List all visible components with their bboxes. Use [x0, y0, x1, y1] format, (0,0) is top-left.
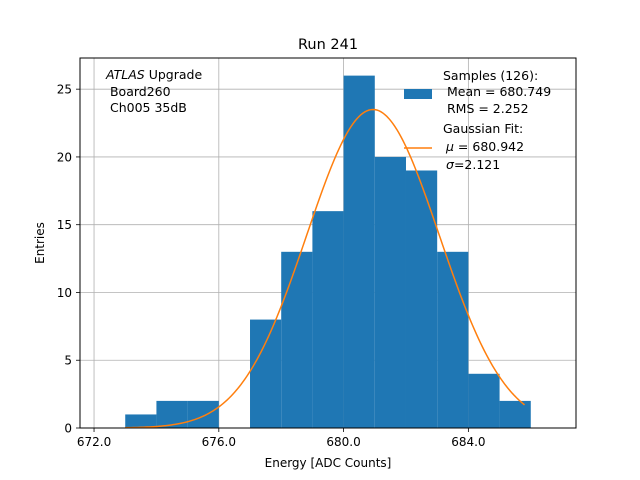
x-tick-label-3: 684.0 [451, 435, 485, 449]
histogram-bar-12 [499, 400, 531, 428]
y-axis-label: Entries [33, 222, 47, 264]
histogram-bar-4 [250, 319, 282, 428]
histogram-bar-2 [187, 400, 219, 428]
annotation-board: Board260 [106, 84, 171, 99]
y-tick-label-2: 10 [57, 286, 72, 300]
gaussian-fit-curve [125, 108, 526, 429]
legend-samples-rms: RMS = 2.252 [443, 101, 529, 116]
histogram-bar-8 [374, 156, 406, 428]
histogram-bar-5 [281, 251, 313, 428]
y-tick-label-3: 15 [57, 218, 72, 232]
legend-fit-mu-value: = 680.942 [454, 139, 524, 154]
x-axis-ticks: 672.0 676.0 680.0 684.0 [77, 428, 486, 449]
histogram-bar-6 [312, 211, 344, 428]
histogram-bar-0 [125, 414, 157, 428]
x-tick-label-1: 676.0 [202, 435, 236, 449]
legend-fit-mu-symbol: μ [445, 139, 454, 154]
x-axis-label: Energy [ADC Counts] [265, 456, 392, 470]
legend-bar-swatch [404, 89, 432, 99]
y-axis-ticks: 0 5 10 15 20 25 [57, 83, 80, 436]
legend-fit-title: Gaussian Fit: [443, 121, 523, 136]
plot-frame [79, 57, 577, 429]
y-tick-label-0: 0 [64, 422, 72, 436]
svg-text:σ=2.121: σ=2.121 [446, 157, 500, 172]
annotation-atlas: ATLAS [105, 67, 145, 82]
svg-text:ATLAS Upgrade: ATLAS Upgrade [105, 67, 202, 82]
histogram-bar-11 [468, 373, 500, 428]
legend-samples-title: Samples (126): [443, 68, 538, 83]
x-tick-label-2: 680.0 [326, 435, 360, 449]
legend-fit-sigma-symbol: σ [446, 157, 455, 172]
histogram-bar-1 [156, 400, 188, 428]
x-tick-label-0: 672.0 [77, 435, 111, 449]
histogram-bars [125, 75, 531, 428]
y-tick-label-1: 5 [64, 354, 72, 368]
chart-title: Run 241 [298, 37, 358, 53]
annotation-upgrade: Upgrade [145, 67, 203, 82]
histogram-bar-7 [343, 75, 375, 428]
legend: Samples (126): Mean = 680.749 RMS = 2.25… [404, 68, 551, 172]
atlas-annotation: ATLAS Upgrade Board260 Ch005 35dB [105, 67, 202, 115]
legend-samples-mean: Mean = 680.749 [443, 84, 551, 99]
histogram-bar-9 [405, 170, 438, 428]
y-tick-label-4: 20 [57, 150, 72, 164]
y-tick-label-5: 25 [57, 83, 72, 97]
histogram-bar-10 [437, 251, 469, 428]
annotation-channel: Ch005 35dB [106, 100, 187, 115]
svg-text:μ = 680.942: μ = 680.942 [445, 139, 524, 154]
legend-fit-sigma-value: =2.121 [454, 157, 500, 172]
